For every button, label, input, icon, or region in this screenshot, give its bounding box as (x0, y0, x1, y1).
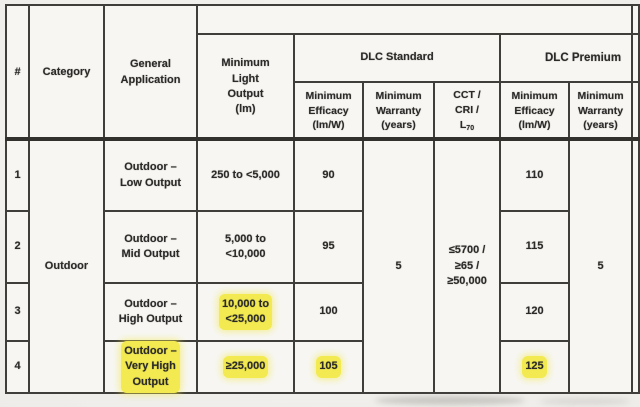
row-2-std-efficacy: 95 (295, 212, 362, 282)
row-1-application-label: Outdoor – Low Output (119, 161, 182, 189)
row-3-premium-efficacy-label: 120 (525, 305, 544, 318)
col-header-min-light-output-label: Minimum Light Output (lm) (221, 57, 270, 116)
group-header-dlc-premium-label: DLC Premium (545, 51, 622, 64)
group-header-dlc-premium: DLC Premium (501, 35, 631, 81)
row-3-std-efficacy: 100 (295, 284, 362, 340)
row-1-application: Outdoor – Low Output (105, 141, 196, 210)
header-divider-line (5, 137, 640, 141)
row-3-light-output-label-highlighted: 10,000 to <25,000 (221, 296, 270, 328)
row-2-light-output: 5,000 to <10,000 (198, 212, 293, 282)
row-1-number: 1 (7, 141, 28, 210)
row-1-light-output-label: 250 to <5,000 (211, 168, 280, 181)
row-2-premium-efficacy-label: 115 (525, 240, 544, 253)
row-3-premium-efficacy: 120 (501, 284, 568, 340)
col-header-prem-min-efficacy-label: Minimum Efficacy (lm/W) (511, 89, 558, 132)
row-4-number: 4 (7, 342, 28, 392)
col-header-cct-cri-l70: CCT / CRI / L70 (435, 83, 499, 139)
group-header-clipped-cell (633, 35, 638, 81)
row-4-number-label: 4 (14, 360, 21, 373)
row-3-number-label: 3 (14, 305, 21, 318)
l70-subscript: 70 (466, 124, 475, 132)
top-empty-strip (198, 6, 631, 33)
std-warranty-value: 5 (395, 259, 402, 272)
dlc-spec-table: # Category General Application Minimum L… (5, 4, 640, 394)
col-header-general-application-label: General Application (120, 58, 181, 86)
cct-cri-text: CCT / CRI / (453, 89, 481, 117)
col-header-std-min-warranty: Minimum Warranty (years) (364, 83, 433, 139)
col-header-std-min-warranty-label: Minimum Warranty (years) (375, 89, 422, 132)
col-header-prem-min-warranty: Minimum Warranty (years) (570, 83, 631, 139)
row-3-number: 3 (7, 284, 28, 340)
col-header-category-label: Category (42, 65, 91, 78)
clipped-column-body-cell (633, 141, 638, 392)
row-1-light-output: 250 to <5,000 (198, 141, 293, 210)
group-header-dlc-standard-label: DLC Standard (360, 51, 434, 64)
row-4-premium-efficacy-label-highlighted: 125 (525, 359, 544, 375)
row-3-application: Outdoor – High Output (105, 284, 196, 340)
row-4-premium-efficacy: 125 (501, 342, 568, 392)
row-4-std-efficacy-label-highlighted: 105 (319, 359, 338, 375)
col-header-prem-min-efficacy: Minimum Efficacy (lm/W) (501, 83, 568, 139)
cct-cri-l70-merged-cell: ≤5700 / ≥65 / ≥50,000 (435, 141, 499, 392)
col-header-min-light-output: Minimum Light Output (lm) (198, 35, 293, 139)
col-header-std-min-efficacy-label: Minimum Efficacy (lm/W) (305, 89, 352, 132)
row-2-application-label: Outdoor – Mid Output (121, 232, 180, 260)
row-4-application: Outdoor – Very High Output (105, 342, 196, 392)
col-header-clipped-cell (633, 83, 638, 139)
group-header-dlc-standard: DLC Standard (295, 35, 499, 81)
l70-base-text: L (459, 118, 467, 131)
top-empty-strip-clipped (633, 6, 638, 33)
scan-smudge-small (540, 398, 630, 405)
col-header-std-min-efficacy: Minimum Efficacy (lm/W) (295, 83, 362, 139)
col-header-number-label: # (14, 65, 21, 78)
col-header-number: # (7, 6, 28, 139)
row-1-std-efficacy: 90 (295, 141, 362, 210)
row-1-std-efficacy-label: 90 (322, 168, 335, 181)
row-1-premium-efficacy: 110 (501, 141, 568, 210)
row-4-light-output-label-highlighted: ≥25,000 (225, 359, 266, 375)
col-header-prem-min-warranty-label: Minimum Warranty (years) (577, 89, 624, 132)
premium-warranty-merged-cell: 5 (570, 141, 631, 392)
premium-warranty-value: 5 (597, 259, 604, 272)
scan-smudge (375, 396, 525, 405)
category-outdoor-label: Outdoor (44, 259, 89, 272)
row-2-premium-efficacy: 115 (501, 212, 568, 282)
row-3-std-efficacy-label: 100 (319, 305, 338, 318)
row-2-number: 2 (7, 212, 28, 282)
row-4-std-efficacy: 105 (295, 342, 362, 392)
row-2-number-label: 2 (14, 240, 21, 253)
row-4-application-label-highlighted: Outdoor – Very High Output (124, 343, 177, 391)
std-warranty-merged-cell: 5 (364, 141, 433, 392)
col-header-cct-cri-l70-label: CCT / CRI / L70 (453, 88, 480, 133)
row-4-light-output: ≥25,000 (198, 342, 293, 392)
row-1-premium-efficacy-label: 110 (525, 168, 544, 181)
row-2-std-efficacy-label: 95 (322, 240, 335, 253)
category-outdoor-cell: Outdoor (30, 141, 103, 392)
col-header-general-application: General Application (105, 6, 196, 139)
cct-cri-l70-value: ≤5700 / ≥65 / ≥50,000 (447, 244, 487, 288)
row-2-light-output-label: 5,000 to <10,000 (225, 232, 266, 260)
row-3-light-output: 10,000 to <25,000 (198, 284, 293, 340)
row-2-application: Outdoor – Mid Output (105, 212, 196, 282)
row-1-number-label: 1 (14, 168, 21, 181)
row-3-application-label: Outdoor – High Output (118, 297, 183, 325)
col-header-category: Category (30, 6, 103, 139)
